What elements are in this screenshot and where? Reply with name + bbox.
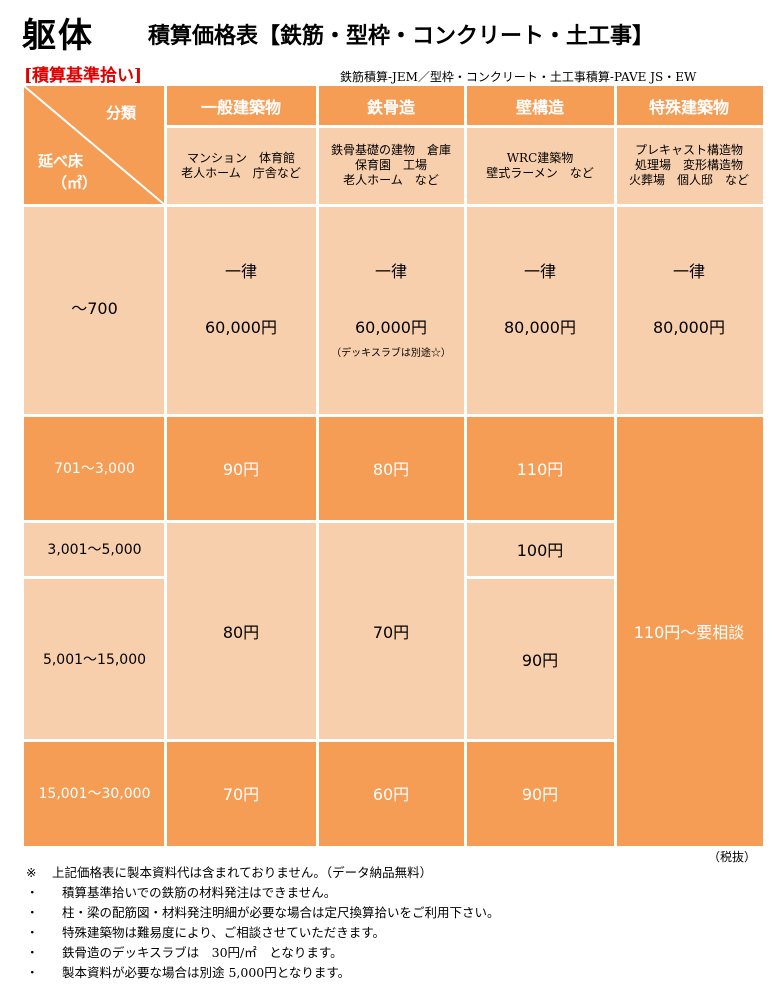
note-text: 特殊建築物は難易度により、ご相談させていただきます。 <box>62 925 386 940</box>
price-general-3001-15000: 80円 <box>165 521 317 740</box>
col-desc-line: 老人ホーム など <box>343 173 439 187</box>
price-special-701-30000: 110円～要相談 <box>615 415 763 846</box>
grid-divider <box>24 520 615 523</box>
corner-area-label: 延べ床 <box>38 152 84 170</box>
grid-divider <box>164 86 167 846</box>
col-desc-line: 処理場 変形構造物 <box>634 158 743 172</box>
price-steel-15001-30000: 60円 <box>317 740 465 846</box>
page-title: 躯体 <box>22 16 94 56</box>
price-wall-15001-30000: 90円 <box>465 740 615 846</box>
grid-divider <box>24 414 763 417</box>
col-desc-line: 鉄骨基礎の建物 倉庫 <box>330 143 451 157</box>
price-steel-3001-15000: 70円 <box>317 521 465 740</box>
method-tag: [積算基準拾い] <box>24 66 143 86</box>
note-bullet: ・ <box>26 945 39 960</box>
col-desc-line: 壁式ラーメン など <box>486 165 594 180</box>
grid-divider <box>24 739 615 742</box>
price-value: 60,000円 <box>205 318 277 337</box>
note-text: 上記価格表に製本資料代は含まれておりません。（データ納品無料） <box>52 865 433 880</box>
price-wall-3001-5000: 100円 <box>465 521 615 577</box>
note-text: 柱・梁の配筋図・材料発注明細が必要な場合は定尺換算拾いをご利用下さい。 <box>62 905 500 920</box>
col-header-general: 一般建築物 <box>165 86 317 126</box>
row-label-701-3000: 701～3,000 <box>24 415 165 521</box>
col-desc-wall: WRC建築物 壁式ラーメン など <box>465 126 615 205</box>
col-desc-line: 火葬場 個人邸 など <box>628 173 749 187</box>
note-bullet: ・ <box>26 885 39 900</box>
grid-divider <box>614 86 617 846</box>
col-desc-line: WRC建築物 <box>506 150 574 165</box>
col-desc-special: プレキャスト構造物 処理場 変形構造物 火葬場 個人邸 など <box>615 126 763 205</box>
col-header-special: 特殊建築物 <box>615 86 763 126</box>
corner-diagonal-line <box>24 86 165 205</box>
price-wall-701-3000: 110円 <box>465 415 615 521</box>
flat-rate-label: 一律 <box>523 262 556 281</box>
price-value: 80,000円 <box>504 318 576 337</box>
price-700-steel: 一律 60,000円 （デッキスラブは別途☆） <box>317 258 465 359</box>
row-label-700: ～700 <box>71 299 118 318</box>
col-desc-steel: 鉄骨基礎の建物 倉庫 保育園 工場 老人ホーム など <box>317 126 465 205</box>
note-bullet: ※ <box>26 865 37 880</box>
tax-note: （税抜） <box>708 850 757 864</box>
corner-header: 分類 延べ床 （㎡） <box>24 86 165 205</box>
row-label-3001-5000: 3,001～5,000 <box>24 521 165 577</box>
col-desc-line: 保育園 工場 <box>354 158 427 172</box>
flat-rate-label: 一律 <box>672 262 705 281</box>
row-label-15001-30000: 15,001～30,000 <box>24 740 165 846</box>
row-label-5001-15000: 5,001～15,000 <box>24 577 165 740</box>
note-text: 鉄骨造のデッキスラブは 30円/㎡ となります。 <box>62 945 343 960</box>
price-700-special: 一律 80,000円 <box>615 258 763 338</box>
page-subtitle: 積算価格表【鉄筋・型枠・コンクリート・土工事】 <box>148 23 655 49</box>
corner-unit-label: （㎡） <box>52 174 98 192</box>
price-general-701-3000: 90円 <box>165 415 317 521</box>
col-desc-line: 老人ホーム 庁舎など <box>181 165 301 180</box>
note-text: 製本資料が必要な場合は別途 5,000円となります。 <box>62 965 351 980</box>
grid-divider <box>464 86 467 846</box>
col-header-steel: 鉄骨造 <box>317 86 465 126</box>
col-header-wall: 壁構造 <box>465 86 615 126</box>
price-steel-701-3000: 80円 <box>317 415 465 521</box>
grid-divider <box>24 576 165 579</box>
note-bullet: ・ <box>26 965 39 980</box>
grid-divider <box>465 576 615 579</box>
flat-rate-label: 一律 <box>224 262 257 281</box>
col-desc-line: マンション 体育館 <box>186 150 295 165</box>
deck-slab-note: （デッキスラブは別途☆） <box>331 348 451 359</box>
price-value: 80,000円 <box>653 318 725 337</box>
corner-category-label: 分類 <box>106 104 137 122</box>
software-source: 鉄筋積算-JEM／型枠・コンクリート・土工事積算-PAVE JS・EW <box>340 70 697 84</box>
grid-divider <box>165 125 763 128</box>
note-bullet: ・ <box>26 905 39 920</box>
row-700-background <box>24 205 763 415</box>
price-wall-5001-15000: 90円 <box>465 577 615 740</box>
price-700-wall: 一律 80,000円 <box>465 258 615 338</box>
note-bullet: ・ <box>26 925 39 940</box>
col-desc-general: マンション 体育館 老人ホーム 庁舎など <box>165 126 317 205</box>
col-desc-line: プレキャスト構造物 <box>634 143 743 157</box>
price-general-15001-30000: 70円 <box>165 740 317 846</box>
price-700-general: 一律 60,000円 <box>165 258 317 338</box>
price-value: 60,000円 <box>355 318 427 337</box>
note-text: 積算基準拾いでの鉄筋の材料発注はできません。 <box>62 885 337 900</box>
grid-divider <box>24 204 763 207</box>
flat-rate-label: 一律 <box>374 262 407 281</box>
grid-divider <box>316 86 319 846</box>
